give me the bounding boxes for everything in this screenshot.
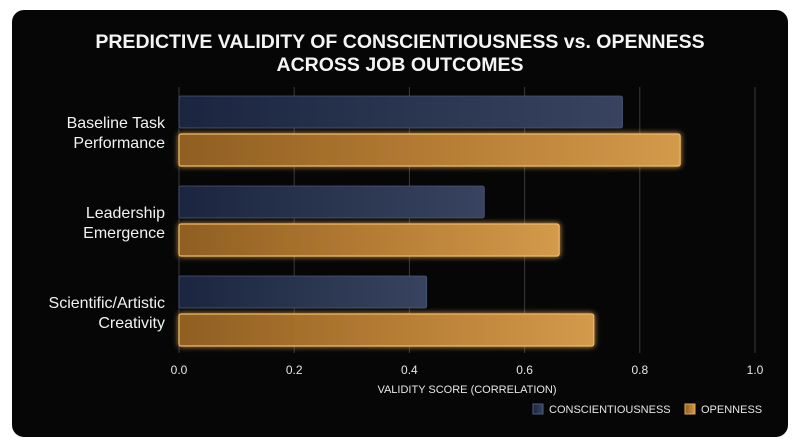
category-label: Scientific/Artistic — [49, 295, 165, 312]
x-tick-label: 0.2 — [286, 363, 303, 377]
x-tick-label: 0.6 — [516, 363, 533, 377]
category-label: Creativity — [98, 315, 165, 332]
category-label: Emergence — [83, 225, 165, 242]
category-label: Leadership — [86, 205, 165, 222]
grid-lines — [178, 87, 756, 353]
x-axis-label: VALIDITY SCORE (CORRELATION) — [377, 384, 556, 396]
legend-swatch-conscientiousness — [532, 403, 544, 415]
chart-title-line-2: ACROSS JOB OUTCOMES — [276, 54, 523, 76]
category-labels: Baseline Task Performance Leadership Emerge… — [49, 115, 166, 332]
bar-openness — [178, 133, 681, 167]
bars — [178, 95, 681, 347]
bar-openness — [178, 223, 560, 257]
x-tick-label: 0.4 — [401, 363, 418, 377]
legend: CONSCIENTIOUSNESS OPENNESS — [532, 403, 762, 416]
x-tick-labels: 0.0 0.2 0.4 0.6 0.8 1.0 — [171, 363, 764, 377]
bar-conscientiousness — [178, 95, 623, 129]
chart-card: PREDICTIVE VALIDITY OF CONSCIENTIOUSNESS… — [12, 10, 788, 437]
bar-chart: PREDICTIVE VALIDITY OF CONSCIENTIOUSNESS… — [49, 31, 764, 416]
x-tick-label: 0.8 — [631, 363, 648, 377]
legend-label-conscientiousness: CONSCIENTIOUSNESS — [549, 404, 671, 416]
category-label: Performance — [73, 135, 165, 152]
legend-swatch-openness — [684, 403, 696, 415]
bar-conscientiousness — [178, 185, 485, 219]
x-tick-label: 0.0 — [171, 363, 188, 377]
x-tick-label: 1.0 — [747, 363, 764, 377]
legend-label-openness: OPENNESS — [701, 404, 762, 416]
chart-title-line-1: PREDICTIVE VALIDITY OF CONSCIENTIOUSNESS… — [95, 31, 704, 53]
category-label: Baseline Task — [67, 115, 166, 132]
bar-conscientiousness — [178, 275, 428, 309]
bar-openness — [178, 313, 595, 347]
